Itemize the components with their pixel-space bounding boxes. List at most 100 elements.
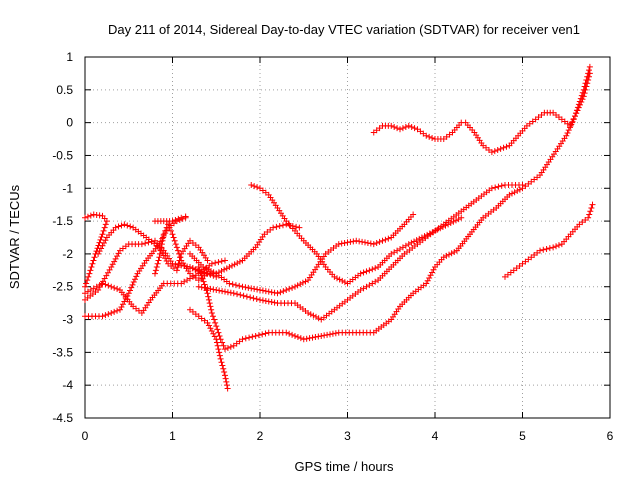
data-point-marker <box>232 282 239 289</box>
data-point-marker <box>82 214 88 221</box>
data-point-marker <box>491 148 498 155</box>
data-point-marker <box>586 211 593 218</box>
series-track-5 <box>95 221 211 274</box>
series-track-13 <box>370 70 593 156</box>
data-point-marker <box>424 231 431 238</box>
data-point-marker <box>514 187 521 194</box>
data-point-marker <box>498 182 505 189</box>
data-point-marker <box>310 312 317 319</box>
data-point-marker <box>586 67 592 74</box>
data-point-marker <box>234 291 241 298</box>
data-point-marker <box>105 311 112 318</box>
x-tick-label: 1 <box>169 429 176 443</box>
data-point-marker <box>85 273 92 280</box>
data-point-marker <box>174 247 181 254</box>
data-point-marker <box>446 251 452 258</box>
axis-ticks <box>84 56 611 419</box>
x-tick-label: 6 <box>607 429 614 443</box>
data-point-marker <box>411 125 418 132</box>
data-point-marker <box>411 238 417 245</box>
data-point-marker <box>175 215 182 222</box>
data-point-marker <box>569 119 576 126</box>
data-point-marker <box>259 297 266 304</box>
data-point-marker <box>173 267 180 274</box>
data-point-marker <box>212 259 219 266</box>
data-point-marker <box>201 281 208 288</box>
data-point-marker <box>376 238 383 245</box>
data-point-marker <box>230 290 237 297</box>
series-track-9 <box>248 181 465 287</box>
y-tick-label: -3.5 <box>52 345 73 359</box>
data-point-marker <box>157 250 163 257</box>
data-point-marker <box>176 250 183 257</box>
data-point-marker <box>158 244 165 251</box>
data-point-marker <box>577 101 583 108</box>
data-point-marker <box>331 273 338 280</box>
data-point-marker <box>408 239 415 246</box>
data-point-marker <box>341 279 348 286</box>
data-point-marker <box>503 143 510 150</box>
data-point-marker <box>216 287 223 294</box>
data-point-marker <box>122 295 129 302</box>
data-point-marker <box>405 122 412 129</box>
data-point-marker <box>303 335 310 342</box>
data-point-marker <box>424 277 431 284</box>
data-point-marker <box>83 280 90 287</box>
series-track-14 <box>502 201 596 280</box>
data-point-marker <box>429 269 436 276</box>
data-point-marker <box>297 335 304 342</box>
data-point-marker <box>402 124 409 131</box>
data-point-marker <box>133 273 140 280</box>
data-point-marker <box>215 329 222 336</box>
data-point-marker <box>160 231 167 238</box>
data-point-marker <box>229 262 235 269</box>
data-point-marker <box>207 271 214 278</box>
data-point-marker <box>509 190 515 197</box>
data-point-marker <box>410 211 417 218</box>
data-point-marker <box>405 241 412 248</box>
y-tick-label: -2 <box>62 247 73 261</box>
data-point-marker <box>388 122 395 129</box>
data-point-marker <box>257 287 263 294</box>
data-point-marker <box>423 280 430 287</box>
data-point-marker <box>585 76 592 83</box>
data-point-marker <box>165 221 172 228</box>
data-point-marker <box>451 248 458 255</box>
series-track-12 <box>195 63 593 353</box>
data-point-marker <box>121 221 128 228</box>
data-point-marker <box>327 331 333 338</box>
data-point-marker <box>426 274 433 281</box>
series-track-10 <box>195 181 526 323</box>
data-point-marker <box>565 127 572 134</box>
data-point-marker <box>279 222 286 229</box>
data-point-marker <box>211 333 218 340</box>
data-point-marker <box>160 252 167 259</box>
data-point-marker <box>243 293 250 300</box>
data-point-marker <box>125 290 132 297</box>
data-point-marker <box>221 266 228 273</box>
data-point-marker <box>226 280 233 287</box>
data-point-marker <box>353 237 360 244</box>
data-point-marker <box>253 296 260 303</box>
data-point-marker <box>118 222 125 229</box>
data-point-marker <box>198 272 205 279</box>
data-point-marker <box>166 224 173 231</box>
data-point-marker <box>289 284 296 291</box>
data-point-marker <box>289 331 296 338</box>
data-point-marker <box>567 122 574 129</box>
series-track-15 <box>152 213 189 225</box>
data-point-marker <box>537 247 543 254</box>
data-point-marker <box>276 223 283 230</box>
data-point-marker <box>138 241 145 248</box>
data-point-marker <box>153 264 160 271</box>
data-point-marker <box>163 258 170 265</box>
data-point-marker <box>271 299 278 306</box>
data-point-marker <box>379 237 386 244</box>
data-point-marker <box>324 331 331 338</box>
data-point-marker <box>84 277 91 284</box>
data-point-marker <box>543 245 550 252</box>
data-point-marker <box>250 295 257 302</box>
data-point-marker <box>246 334 253 341</box>
data-point-marker <box>248 285 255 292</box>
data-point-marker <box>99 313 106 320</box>
